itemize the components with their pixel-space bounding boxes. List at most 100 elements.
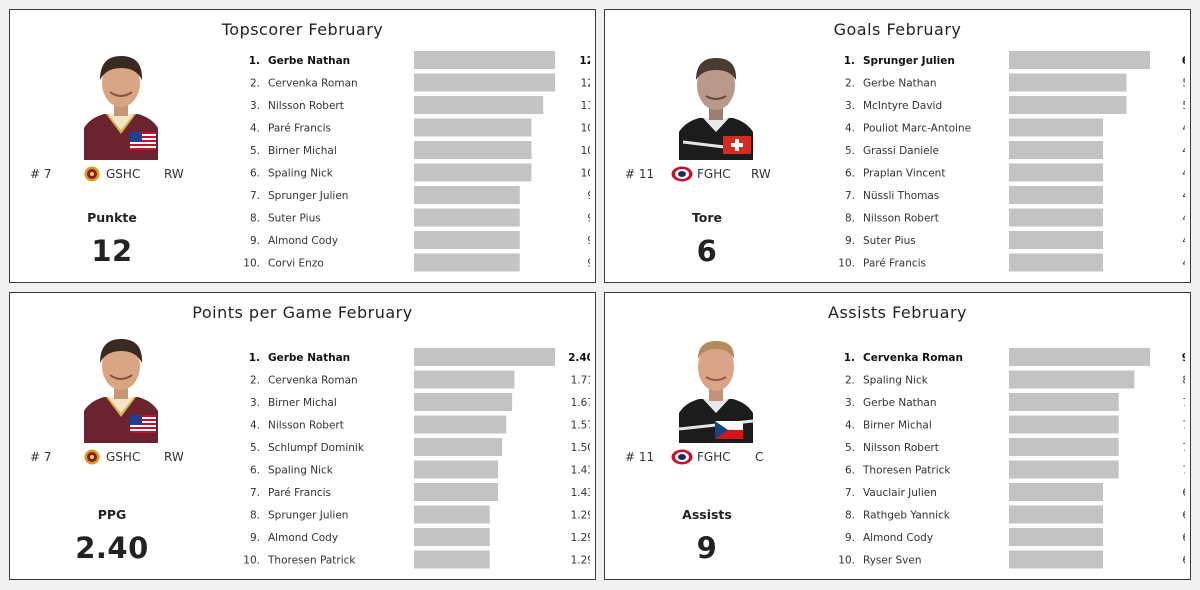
bar: [1009, 51, 1150, 69]
stat-value: 9: [696, 531, 718, 565]
rank-label: 6.: [845, 465, 855, 477]
rank-label: 6.: [250, 168, 260, 180]
rank-label: 1.: [249, 352, 260, 364]
bar: [414, 348, 555, 366]
value-label: 4: [1182, 190, 1185, 202]
rank-label: 5.: [250, 145, 260, 157]
rank-label: 9.: [845, 532, 855, 544]
jersey-number: # 11: [625, 167, 655, 181]
goals-panel: Goals February # 11 FGHC RW Tore 6 1. Spr…: [604, 9, 1191, 283]
rank-label: 5.: [845, 145, 855, 157]
rank-label: 10.: [838, 258, 855, 270]
value-label: 9: [587, 258, 590, 270]
value-label: 6: [1182, 55, 1185, 67]
gshc-logo-icon: [84, 449, 100, 465]
value-label: 1.29: [571, 532, 590, 544]
bar: [1009, 163, 1103, 182]
player-name-label: Birner Michal: [863, 420, 932, 432]
rank-label: 2.: [845, 78, 855, 90]
player-name-label: Nilsson Robert: [268, 420, 344, 432]
rank-label: 2.: [250, 78, 260, 90]
bar: [414, 550, 490, 569]
value-label: 1.67: [571, 397, 590, 409]
player-name-label: Almond Cody: [268, 235, 338, 247]
player-name-label: Birner Michal: [268, 145, 337, 157]
value-label: 1.57: [571, 420, 590, 432]
value-label: 12: [579, 55, 590, 67]
player-name-label: Gerbe Nathan: [863, 397, 937, 409]
rank-label: 9.: [250, 532, 260, 544]
bar: [1009, 370, 1135, 389]
bar: [414, 528, 490, 546]
bar: [414, 141, 532, 159]
bar: [414, 253, 520, 272]
value-label: 9: [587, 235, 590, 247]
rank-label: 3.: [845, 100, 855, 112]
topscorer-panel: Topscorer February # 7 GSHC RW Punkte 12…: [9, 9, 596, 283]
player-name-label: Praplan Vincent: [863, 168, 945, 180]
panel-title: Assists February: [828, 303, 967, 322]
rank-label: 4.: [250, 123, 260, 135]
rank-label: 4.: [845, 420, 855, 432]
bar: [1009, 550, 1103, 569]
value-label: 7: [1182, 442, 1185, 454]
rank-label: 10.: [243, 258, 260, 270]
player-name-label: Nilsson Robert: [863, 213, 939, 225]
player-name-label: Corvi Enzo: [268, 258, 324, 270]
rank-label: 8.: [845, 213, 855, 225]
bar: [1009, 253, 1103, 272]
bar-chart: 1. Gerbe Nathan 12 2. Cervenka Roman 12 3. Nils…: [243, 51, 590, 272]
bar-chart: 1. Cervenka Roman 9 2. Spaling Nick 8 3. Gerbe …: [838, 348, 1185, 569]
bar: [414, 393, 513, 411]
value-label: 2.40: [568, 352, 590, 364]
player-name-label: Pouliot Marc-Antoine: [863, 123, 971, 135]
player-portrait: [84, 333, 158, 443]
value-label: 5: [1182, 100, 1185, 112]
rank-label: 7.: [250, 190, 260, 202]
player-position: RW: [164, 450, 184, 464]
team-name: GSHC: [106, 450, 141, 464]
value-label: 4: [1182, 235, 1185, 247]
bar: [414, 118, 532, 137]
ppg-panel: Points per Game February # 7 GSHC RW PPG…: [9, 292, 596, 580]
player-name-label: Paré Francis: [268, 123, 331, 135]
value-label: 7: [1182, 397, 1185, 409]
player-name-label: Spaling Nick: [863, 375, 929, 387]
player-name-label: Rathgeb Yannick: [863, 510, 951, 522]
player-portrait: [678, 333, 754, 443]
bar: [414, 370, 515, 389]
rank-label: 1.: [249, 55, 260, 67]
bar: [1009, 460, 1119, 479]
fghc-logo-icon: [671, 166, 693, 182]
player-name-label: Ryser Sven: [863, 555, 922, 567]
bar-chart: 1. Gerbe Nathan 2.40 2. Cervenka Roman 1.71 3.…: [243, 348, 590, 569]
bar: [414, 73, 555, 92]
rank-label: 9.: [845, 235, 855, 247]
player-name-label: Birner Michal: [268, 397, 337, 409]
bar: [414, 163, 532, 182]
player-name-label: Cervenka Roman: [863, 352, 963, 364]
stat-value: 2.40: [75, 531, 149, 565]
value-label: 6: [1182, 532, 1185, 544]
player-info: # 7 GSHC RW: [30, 164, 210, 184]
player-position: RW: [164, 167, 184, 181]
player-name-label: Schlumpf Dominik: [268, 442, 365, 454]
value-label: 9: [1182, 352, 1185, 364]
player-name-label: Spaling Nick: [268, 168, 334, 180]
bar: [1009, 73, 1127, 92]
value-label: 1.43: [571, 487, 590, 499]
bar: [1009, 528, 1103, 546]
jersey-number: # 7: [30, 167, 52, 181]
player-name-label: Almond Cody: [863, 532, 933, 544]
bar: [414, 51, 555, 69]
rank-label: 1.: [844, 352, 855, 364]
player-name-label: Sprunger Julien: [268, 190, 348, 202]
bar: [414, 438, 503, 456]
rank-label: 6.: [845, 168, 855, 180]
stat-value: 6: [696, 234, 718, 268]
player-name-label: Almond Cody: [268, 532, 338, 544]
switzerland-flag-icon: [723, 136, 751, 154]
usa-flag-icon: [130, 132, 156, 150]
player-position: C: [755, 450, 764, 464]
bar: [1009, 393, 1119, 411]
